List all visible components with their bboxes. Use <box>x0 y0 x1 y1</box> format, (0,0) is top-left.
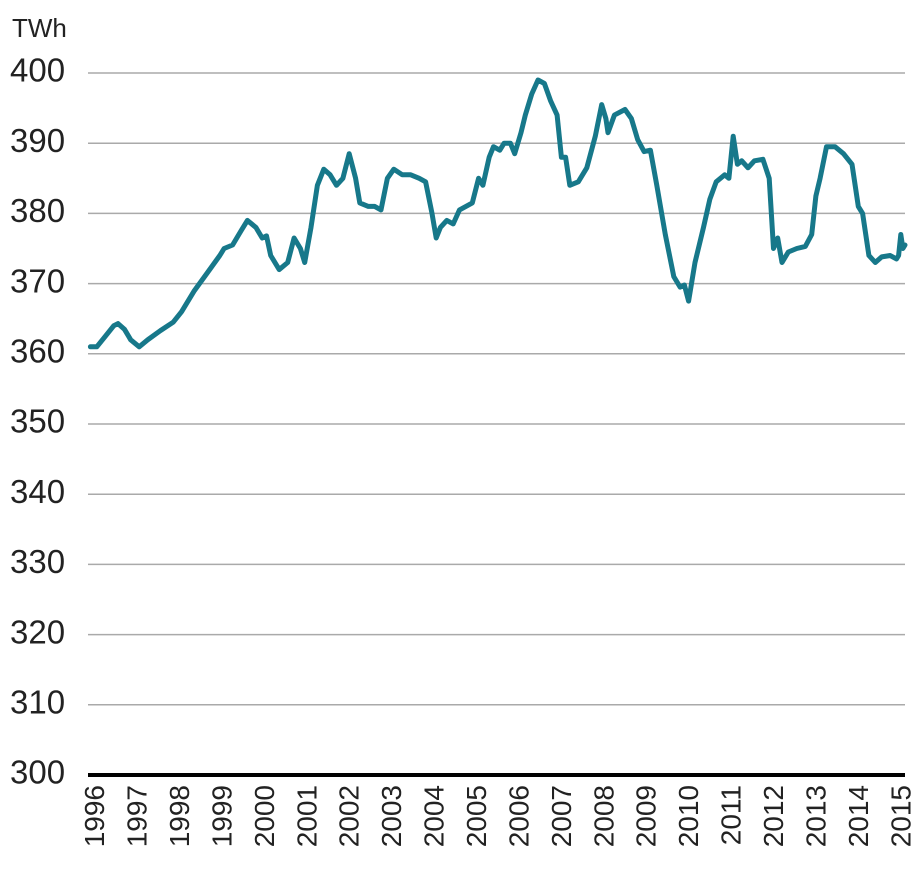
y-axis-label: TWh <box>12 13 67 43</box>
x-tick-label: 2007 <box>546 785 577 847</box>
x-tick-label: 2005 <box>461 785 492 847</box>
x-tick-label: 2010 <box>673 785 704 847</box>
y-tick-label: 350 <box>10 403 65 440</box>
y-tick-label: 320 <box>10 613 65 650</box>
x-tick-label: 2011 <box>716 785 747 845</box>
x-tick-label: 2012 <box>758 785 789 847</box>
y-tick-label: 360 <box>10 333 65 370</box>
y-tick-label: 390 <box>10 122 65 159</box>
y-tick-label: 370 <box>10 262 65 299</box>
x-tick-label: 1998 <box>164 785 195 847</box>
x-tick-label: 2006 <box>503 785 534 847</box>
x-tick-label: 2008 <box>588 785 619 847</box>
x-tick-label: 2013 <box>800 785 831 847</box>
y-tick-label: 400 <box>10 52 65 89</box>
x-tick-label: 1997 <box>122 785 153 847</box>
y-tick-label: 310 <box>10 684 65 721</box>
x-tick-label: 2001 <box>291 785 322 847</box>
y-tick-label: 380 <box>10 192 65 229</box>
x-tick-label: 2015 <box>885 785 912 847</box>
x-tick-label: 2000 <box>249 785 280 847</box>
y-tick-label: 330 <box>10 543 65 580</box>
x-tick-label: 2004 <box>419 785 450 847</box>
y-tick-label: 340 <box>10 473 65 510</box>
x-tick-label: 1999 <box>206 785 237 847</box>
x-tick-label: 2003 <box>376 785 407 847</box>
x-tick-label: 2009 <box>631 785 662 847</box>
x-tick-label: 2014 <box>843 785 874 847</box>
x-tick-label: 2002 <box>334 785 365 847</box>
line <box>87 77 908 350</box>
x-tick-label: 1996 <box>79 785 110 847</box>
y-tick-label: 300 <box>10 754 65 791</box>
